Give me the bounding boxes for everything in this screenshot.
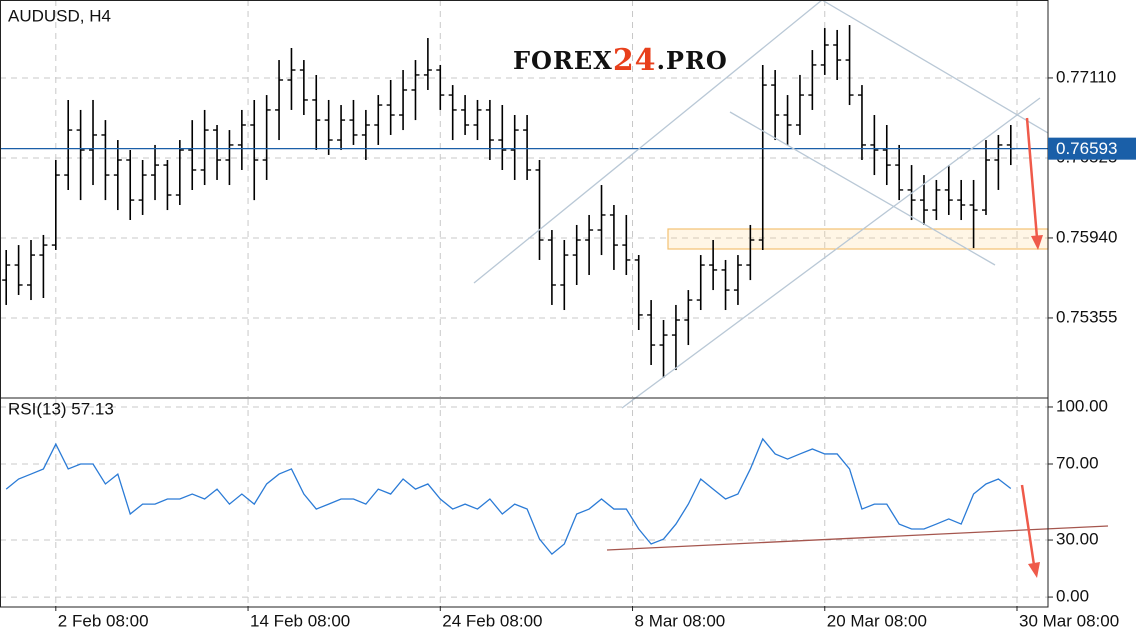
logo-part: 24: [613, 43, 657, 78]
y-tick-label: 0.75940: [1056, 227, 1117, 246]
x-tick-label: 24 Feb 08:00: [442, 611, 542, 630]
price-tag: 0.76593: [1048, 137, 1136, 160]
support-zone: [667, 228, 1049, 250]
x-tick-label: 14 Feb 08:00: [250, 611, 350, 630]
price-tag-label: 0.76593: [1056, 139, 1117, 158]
logo-part: .PRO: [657, 46, 728, 75]
channel-line: [621, 97, 1041, 409]
annotations: [473, 0, 1109, 551]
rsi-line: [5, 437, 1012, 556]
channel-line: [729, 111, 996, 266]
x-tick-label: 8 Mar 08:00: [635, 611, 726, 630]
arrow-head: [1031, 235, 1043, 250]
y-tick-label: 30.00: [1056, 530, 1099, 549]
rsi-title: RSI(13) 57.13: [8, 399, 114, 418]
x-tick-label: 2 Feb 08:00: [58, 611, 149, 630]
price-tag-box: [1048, 137, 1136, 160]
arrow: [1025, 117, 1039, 239]
x-tick-label: 30 Mar 08:00: [1019, 611, 1119, 630]
x-tick-label: 20 Mar 08:00: [827, 611, 927, 630]
arrow-head: [1028, 562, 1040, 578]
channel-line: [821, 0, 1049, 134]
logo: FOREX24.PRO: [513, 43, 728, 78]
axis: 0.771100.765250.759400.753550.76593100.0…: [55, 67, 1136, 630]
rsi-trend-line: [606, 525, 1109, 551]
y-tick-label: 0.77110: [1056, 67, 1116, 86]
channel-line: [473, 0, 823, 284]
grid: [0, 0, 1048, 606]
arrow: [1020, 484, 1036, 566]
y-tick-label: 0.00: [1056, 587, 1089, 606]
chart-title: AUDUSD, H4: [8, 6, 111, 25]
marks: [0, 25, 1048, 556]
y-tick-label: 100.00: [1056, 396, 1108, 415]
y-tick-label: 70.00: [1056, 453, 1099, 472]
frame: [0, 0, 1049, 608]
logo-part: FOREX: [513, 46, 613, 75]
y-tick-label: 0.75355: [1056, 307, 1117, 326]
arrows: [1020, 117, 1043, 578]
